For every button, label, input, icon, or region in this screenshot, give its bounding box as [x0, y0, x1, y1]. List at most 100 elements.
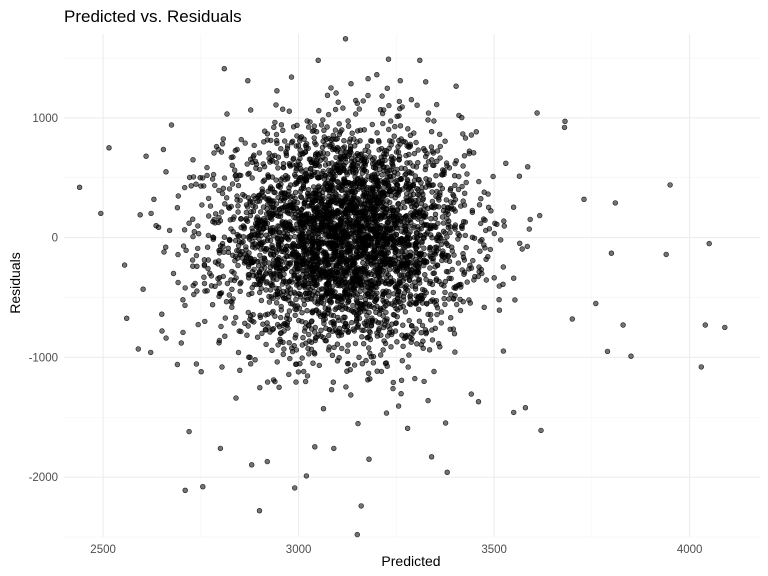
data-point	[388, 226, 394, 232]
data-point	[288, 277, 294, 283]
data-point	[212, 283, 218, 289]
data-point	[402, 248, 409, 255]
data-point	[260, 178, 266, 185]
data-point	[317, 260, 323, 266]
data-point	[311, 135, 317, 141]
data-point	[240, 223, 247, 229]
data-point	[408, 184, 414, 190]
data-point	[363, 158, 370, 165]
data-point	[280, 127, 286, 134]
data-point	[327, 202, 333, 209]
data-point	[403, 333, 409, 339]
data-point	[260, 204, 267, 210]
data-point	[356, 307, 362, 313]
data-point	[345, 329, 351, 335]
data-point	[413, 241, 419, 248]
data-point	[405, 126, 411, 132]
data-point	[424, 222, 430, 228]
data-point	[371, 193, 377, 199]
data-point	[345, 118, 351, 124]
data-point	[299, 310, 305, 316]
data-point	[303, 167, 309, 173]
data-point	[431, 368, 437, 375]
data-point	[398, 176, 404, 183]
data-point	[346, 151, 353, 158]
data-point	[221, 234, 228, 240]
data-point	[238, 172, 244, 179]
data-point	[355, 324, 361, 330]
data-point	[386, 266, 393, 273]
data-point	[501, 218, 507, 224]
data-point	[408, 267, 415, 273]
data-point	[331, 344, 337, 351]
data-point	[355, 180, 361, 187]
data-point	[358, 503, 364, 509]
y-axis-title: Residuals	[7, 252, 23, 313]
data-point	[388, 301, 395, 307]
data-point	[278, 265, 284, 272]
data-point	[397, 77, 403, 84]
data-point	[231, 320, 237, 326]
data-point	[322, 142, 328, 148]
data-point	[416, 265, 422, 272]
data-point	[180, 329, 186, 336]
data-point	[364, 335, 370, 341]
data-point	[462, 135, 469, 141]
data-point	[229, 268, 235, 275]
data-point	[393, 320, 399, 326]
data-point	[394, 166, 400, 173]
data-point	[293, 278, 300, 285]
data-point	[342, 323, 348, 330]
data-point	[481, 189, 487, 195]
data-point	[399, 104, 405, 110]
data-point	[287, 234, 293, 240]
data-point	[246, 170, 252, 177]
data-point	[182, 184, 188, 191]
data-point	[317, 212, 323, 219]
data-point	[312, 187, 318, 194]
data-point	[263, 287, 269, 293]
data-point	[445, 221, 451, 228]
data-point	[461, 202, 468, 208]
data-point	[219, 263, 225, 269]
data-point	[249, 159, 255, 166]
data-point	[353, 207, 359, 214]
data-point	[233, 395, 239, 401]
data-point	[331, 445, 337, 452]
data-point	[267, 329, 273, 335]
data-point	[288, 74, 295, 80]
data-point	[318, 333, 324, 339]
data-point	[236, 239, 243, 245]
data-point	[667, 182, 673, 188]
data-point	[276, 182, 282, 189]
data-point	[337, 293, 343, 299]
data-point	[334, 341, 341, 347]
data-point	[212, 259, 219, 265]
data-point	[287, 199, 293, 205]
data-point	[190, 157, 196, 163]
data-point	[298, 194, 304, 200]
data-point	[296, 291, 302, 297]
data-point	[339, 345, 345, 352]
data-point	[442, 301, 448, 308]
data-point	[257, 281, 263, 287]
data-point	[243, 259, 249, 265]
data-point	[306, 322, 312, 328]
data-point	[332, 228, 338, 234]
data-point	[428, 129, 435, 135]
data-point	[519, 246, 525, 252]
data-point	[218, 149, 225, 155]
data-point	[452, 349, 458, 355]
data-point	[452, 182, 458, 189]
data-point	[315, 234, 322, 241]
data-point	[326, 274, 333, 280]
data-point	[306, 196, 312, 203]
data-point	[706, 240, 712, 247]
data-point	[454, 301, 460, 308]
data-point	[417, 250, 423, 256]
data-point	[431, 249, 437, 255]
data-point	[372, 243, 378, 249]
data-point	[456, 173, 462, 180]
data-point	[384, 239, 390, 245]
data-point	[414, 230, 420, 236]
